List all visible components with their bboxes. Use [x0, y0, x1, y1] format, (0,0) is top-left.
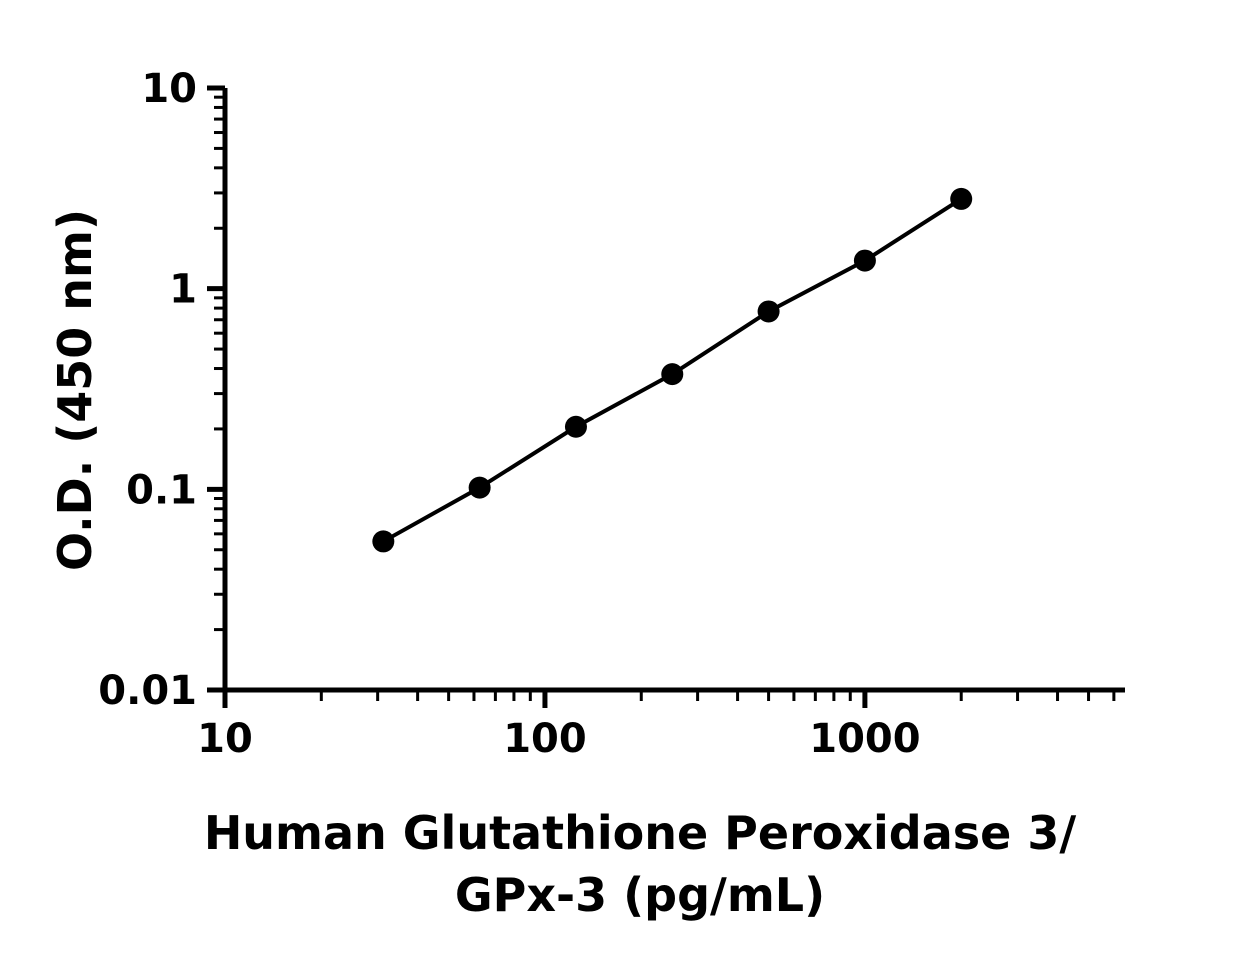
x-tick-label: 100 [503, 716, 587, 762]
data-point [757, 300, 780, 323]
axis-spines [222, 88, 1125, 693]
y-tick-label: 10 [141, 66, 197, 112]
data-point [372, 530, 395, 553]
x-axis-title-line1: Human Glutathione Peroxidase 3/ [203, 806, 1077, 860]
data-point [468, 476, 491, 499]
x-axis-title-line2: GPx-3 (pg/mL) [454, 868, 826, 922]
data-point [661, 363, 684, 386]
y-tick-label: 0.1 [126, 467, 197, 513]
data-point [564, 415, 587, 438]
x-tick-label: 10 [197, 716, 253, 762]
y-axis-title: O.D. (450 nm) [48, 209, 102, 572]
x-tick-label: 1000 [809, 716, 920, 762]
y-tick-label: 0.01 [98, 668, 197, 714]
y-tick-label: 1 [169, 267, 197, 313]
data-point [950, 187, 973, 210]
data-point [853, 249, 876, 272]
x-axis-title: Human Glutathione Peroxidase 3/ GPx-3 (p… [15, 802, 1250, 926]
